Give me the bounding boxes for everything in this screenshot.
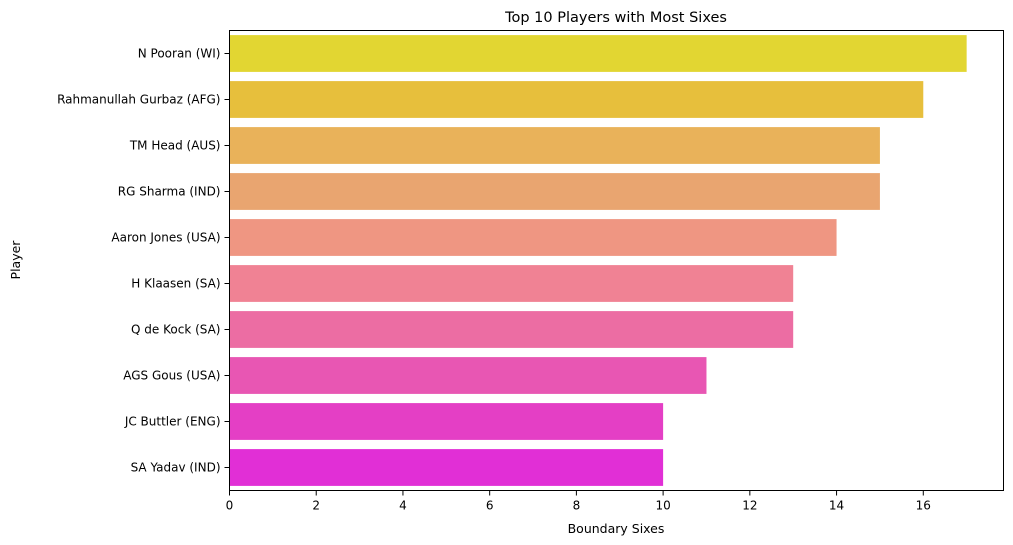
x-axis-label: Boundary Sixes (568, 521, 665, 536)
plot-frame (229, 30, 1004, 491)
bar (229, 127, 880, 164)
y-tick-label: Q de Kock (SA) (131, 323, 220, 337)
bar (229, 35, 967, 72)
y-tick-label: RG Sharma (IND) (118, 185, 221, 199)
bar (229, 173, 880, 210)
y-axis: N Pooran (WI) Rahmanullah Gurbaz (AFG) TM … (57, 47, 230, 475)
bar (229, 81, 924, 118)
x-tick-label: 4 (399, 499, 407, 513)
bar (229, 311, 794, 348)
x-tick-label: 6 (486, 499, 494, 513)
y-tick-label: JC Buttler (ENG) (124, 415, 221, 429)
x-tick-label: 0 (226, 499, 234, 513)
y-tick-label: SA Yadav (IND) (131, 461, 221, 475)
x-tick-label: 12 (742, 499, 757, 513)
bar (229, 265, 794, 302)
bars-group (229, 35, 967, 486)
chart-title: Top 10 Players with Most Sixes (504, 10, 727, 26)
y-tick-label: H Klaasen (SA) (131, 277, 220, 291)
y-axis-label: Player (8, 240, 23, 280)
bar (229, 219, 837, 256)
x-tick-label: 14 (829, 499, 844, 513)
x-tick-label: 16 (916, 499, 931, 513)
bar (229, 449, 664, 486)
y-tick-label: N Pooran (WI) (138, 47, 221, 61)
y-tick-label: Rahmanullah Gurbaz (AFG) (57, 93, 220, 107)
x-tick-label: 8 (573, 499, 581, 513)
y-tick-label: Aaron Jones (USA) (111, 231, 220, 245)
bar (229, 403, 664, 440)
x-axis: 0 2 4 6 8 10 12 14 16 (226, 490, 931, 513)
x-tick-label: 10 (655, 499, 670, 513)
bar (229, 357, 707, 394)
x-tick-label: 2 (312, 499, 320, 513)
y-tick-label: AGS Gous (USA) (123, 369, 220, 383)
y-tick-label: TM Head (AUS) (129, 139, 221, 153)
